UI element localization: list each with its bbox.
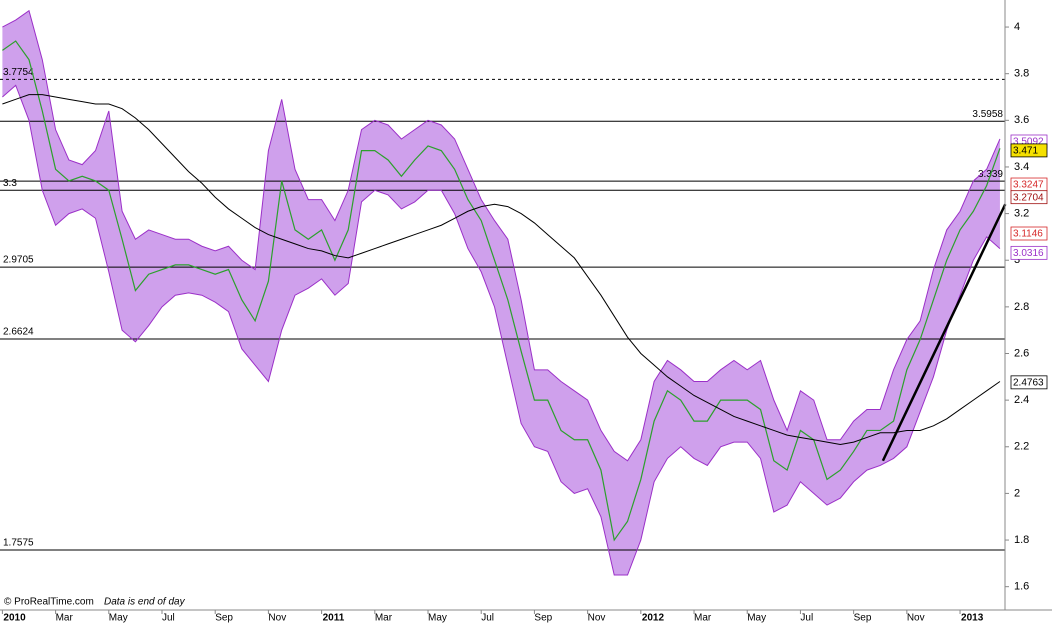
series-line	[2, 84, 1001, 576]
price-tag	[1010, 375, 1048, 390]
x-tick-label: May	[428, 613, 447, 624]
price-tag	[1010, 190, 1048, 205]
x-tick-label: 2013	[961, 613, 984, 624]
price-tag-label: 3.0316	[1013, 248, 1044, 259]
level-label: 3.3	[3, 178, 17, 189]
x-tick-label: Sep	[215, 613, 233, 624]
price-tag-label: 3.1146	[1013, 229, 1043, 240]
price-tag-label: 2.4763	[1013, 377, 1044, 388]
y-tick-label: 3.4	[1014, 161, 1029, 173]
x-tick-label: Mar	[56, 613, 74, 624]
x-tick-label: May	[747, 613, 766, 624]
y-tick-label: 1.8	[1014, 534, 1029, 546]
x-tick-label: Sep	[534, 613, 552, 624]
x-tick-label: Jul	[481, 613, 494, 624]
level-label: 2.9705	[3, 255, 34, 266]
level-label: 3.5958	[972, 109, 1003, 120]
x-tick-label: Nov	[907, 613, 925, 624]
y-tick-label: 3.8	[1014, 68, 1029, 80]
level-label: 3.7754	[3, 67, 34, 78]
y-tick-label: 2	[1014, 487, 1020, 499]
x-tick-label: Jul	[800, 613, 813, 624]
price-tag-label: 3.3247	[1013, 180, 1044, 191]
series-line	[2, 94, 1001, 445]
x-tick-label: Mar	[375, 613, 393, 624]
note: Data is end of day	[104, 597, 186, 608]
y-tick-label: 3.6	[1014, 114, 1029, 126]
y-tick-label: 2.6	[1014, 347, 1029, 359]
series-line	[2, 9, 1001, 462]
band-fill	[2, 10, 1000, 576]
price-tag	[1010, 226, 1048, 241]
source: © ProRealTime.com	[4, 597, 94, 608]
price-tag	[1010, 143, 1048, 158]
level-label: 1.7575	[3, 538, 34, 549]
y-tick-label: 3	[1014, 254, 1020, 266]
series-line	[2, 40, 1001, 542]
y-tick-label: 2.4	[1014, 394, 1029, 406]
price-tag	[1010, 245, 1048, 260]
price-tag-label: 3.471	[1013, 146, 1038, 157]
y-tick-label: 3.2	[1014, 207, 1029, 219]
level-label: 2.6624	[3, 327, 34, 338]
x-tick-label: 2010	[3, 613, 26, 624]
y-tick-label: 1.6	[1014, 581, 1029, 593]
price-tag-label: 3.5092	[1013, 137, 1044, 148]
x-tick-label: Mar	[694, 613, 712, 624]
price-tag-label: 3.2704	[1013, 192, 1044, 203]
x-tick-label: Nov	[268, 613, 286, 624]
y-tick-label: 2.8	[1014, 301, 1029, 313]
x-tick-label: 2011	[323, 613, 345, 624]
x-tick-label: Nov	[588, 613, 606, 624]
x-tick-label: May	[109, 613, 128, 624]
x-tick-label: Jul	[162, 613, 175, 624]
y-tick-label: 2.2	[1014, 441, 1029, 453]
x-tick-label: Sep	[854, 613, 872, 624]
y-tick-label: 4	[1014, 21, 1020, 33]
trend-line	[881, 203, 1007, 462]
x-tick-label: 2012	[642, 613, 665, 624]
